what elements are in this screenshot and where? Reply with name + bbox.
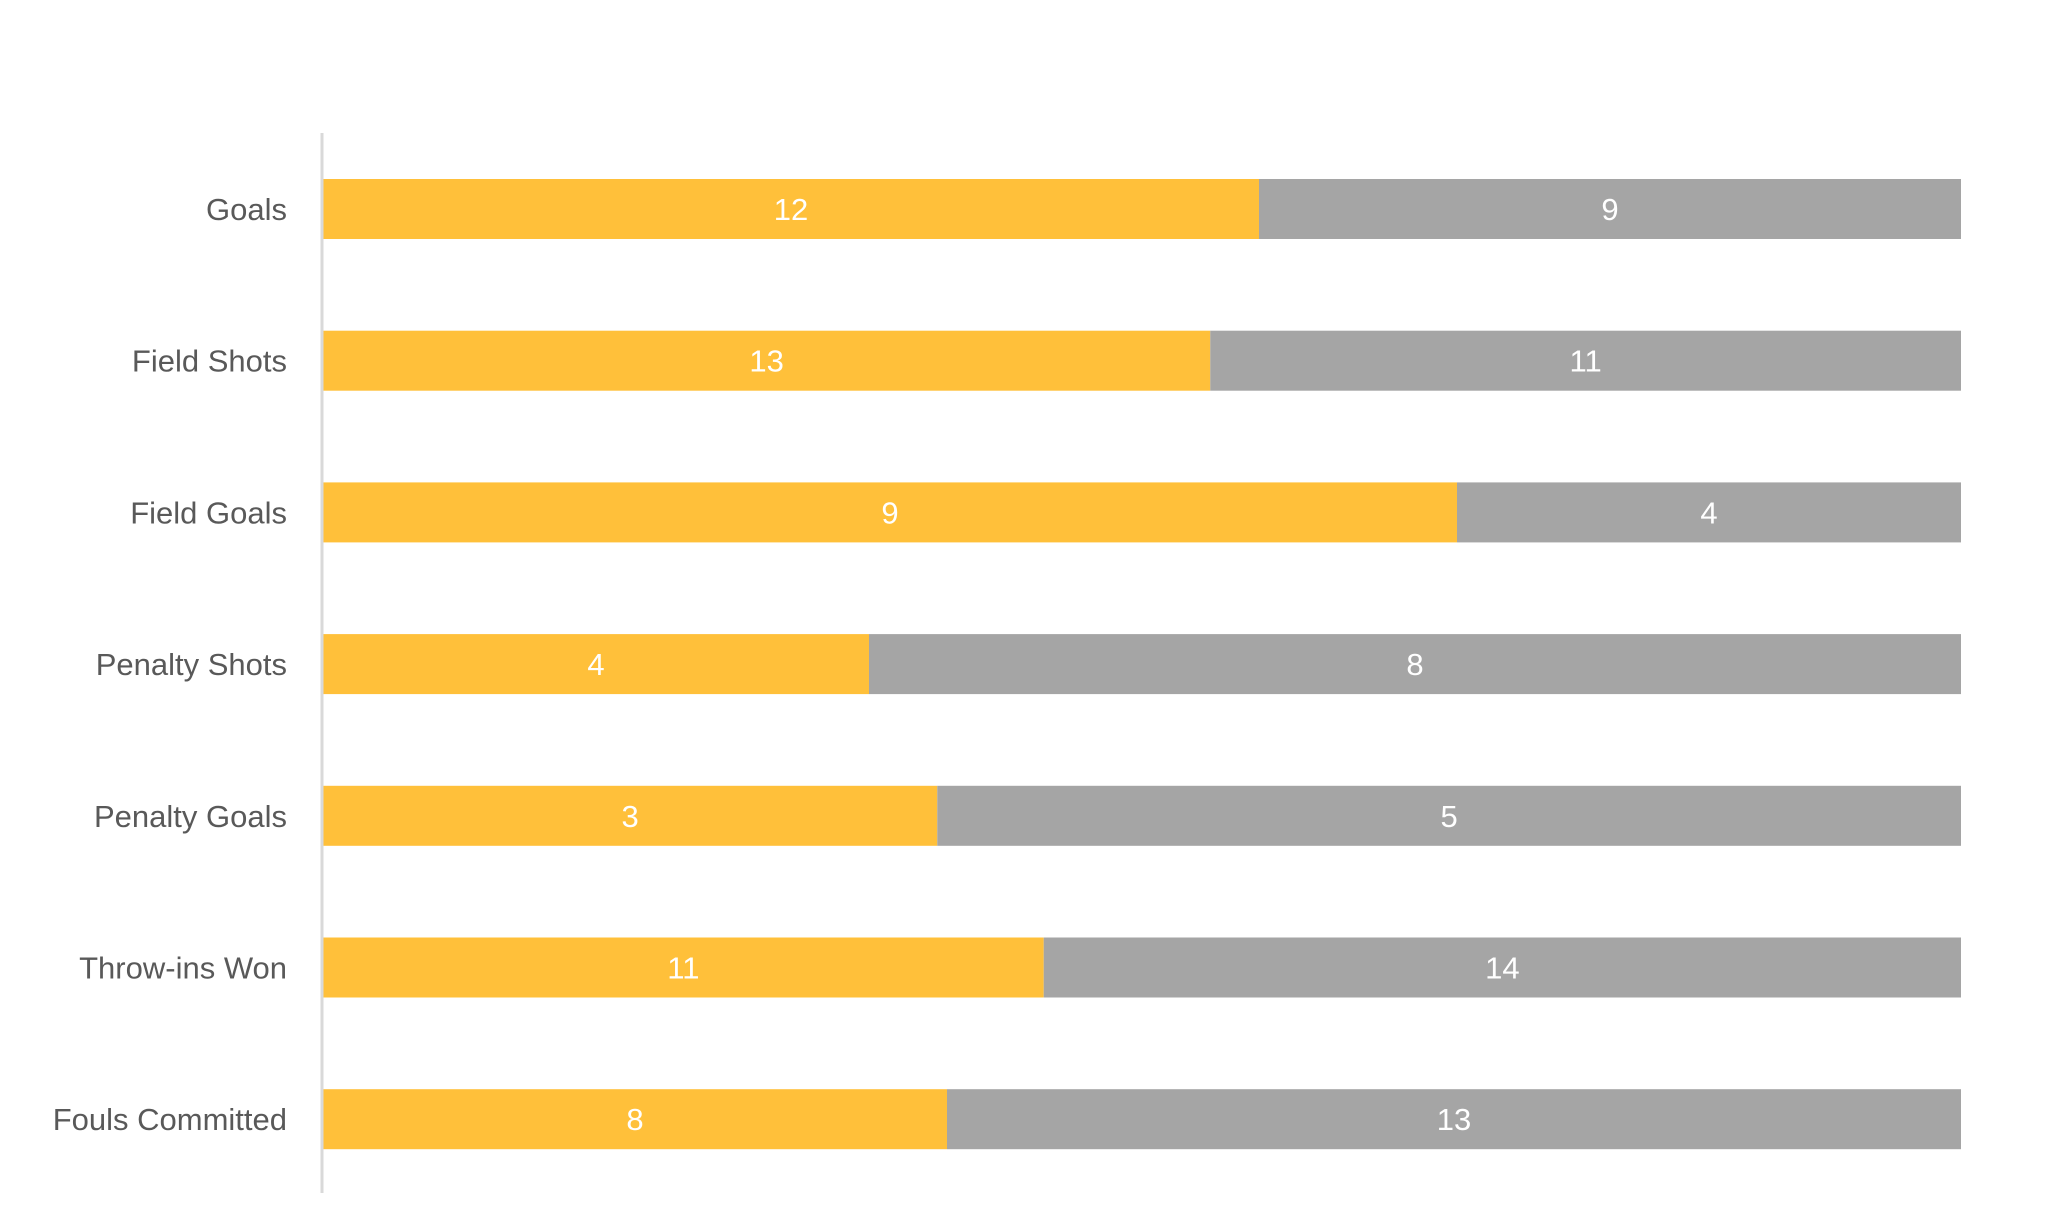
data-label: 4 xyxy=(1700,495,1717,530)
bar-segment-series-2 xyxy=(869,634,1961,695)
bar-segment-series-1 xyxy=(323,330,1211,391)
bar-segment-series-2 xyxy=(1210,330,1961,391)
data-label: 9 xyxy=(1601,192,1618,227)
bar-segment-series-1 xyxy=(323,1089,947,1150)
data-label: 8 xyxy=(1406,647,1423,682)
data-label: 13 xyxy=(749,344,783,379)
data-label: 13 xyxy=(1437,1102,1471,1137)
data-label: 8 xyxy=(626,1102,643,1137)
category-labels: Goals Field Shots Field Goals Penalty Shots… xyxy=(53,192,287,1137)
category-label: Field Shots xyxy=(132,344,287,379)
data-label: 9 xyxy=(881,495,898,530)
bar-segment-series-2 xyxy=(1043,937,1961,998)
category-label: Penalty Goals xyxy=(94,799,287,834)
bar-segment-series-2 xyxy=(937,785,1961,846)
bar-segment-series-1 xyxy=(323,179,1259,239)
bar-segment-series-2 xyxy=(947,1089,1961,1150)
bar-segment-series-1 xyxy=(323,482,1457,543)
category-label: Fouls Committed xyxy=(53,1102,287,1137)
data-label: 14 xyxy=(1485,951,1519,986)
category-label: Goals xyxy=(206,192,287,227)
data-label: 12 xyxy=(774,192,808,227)
bar-segment-series-2 xyxy=(1259,179,1961,239)
category-label: Throw-ins Won xyxy=(79,951,287,986)
category-label: Field Goals xyxy=(130,495,287,530)
bar-segment-series-1 xyxy=(323,785,938,846)
category-label: Penalty Shots xyxy=(96,647,287,682)
data-label: 4 xyxy=(587,647,604,682)
data-label: 5 xyxy=(1441,799,1458,834)
bars-group: 12 9 13 11 9 4 4 8 3 5 11 14 8 13 xyxy=(323,179,1961,1150)
data-label: 3 xyxy=(622,799,639,834)
data-label: 11 xyxy=(1570,344,1602,379)
bar-segment-series-1 xyxy=(323,937,1044,998)
data-label: 11 xyxy=(667,951,699,986)
bar-segment-series-1 xyxy=(323,634,869,695)
bar-segment-series-2 xyxy=(1457,482,1961,543)
